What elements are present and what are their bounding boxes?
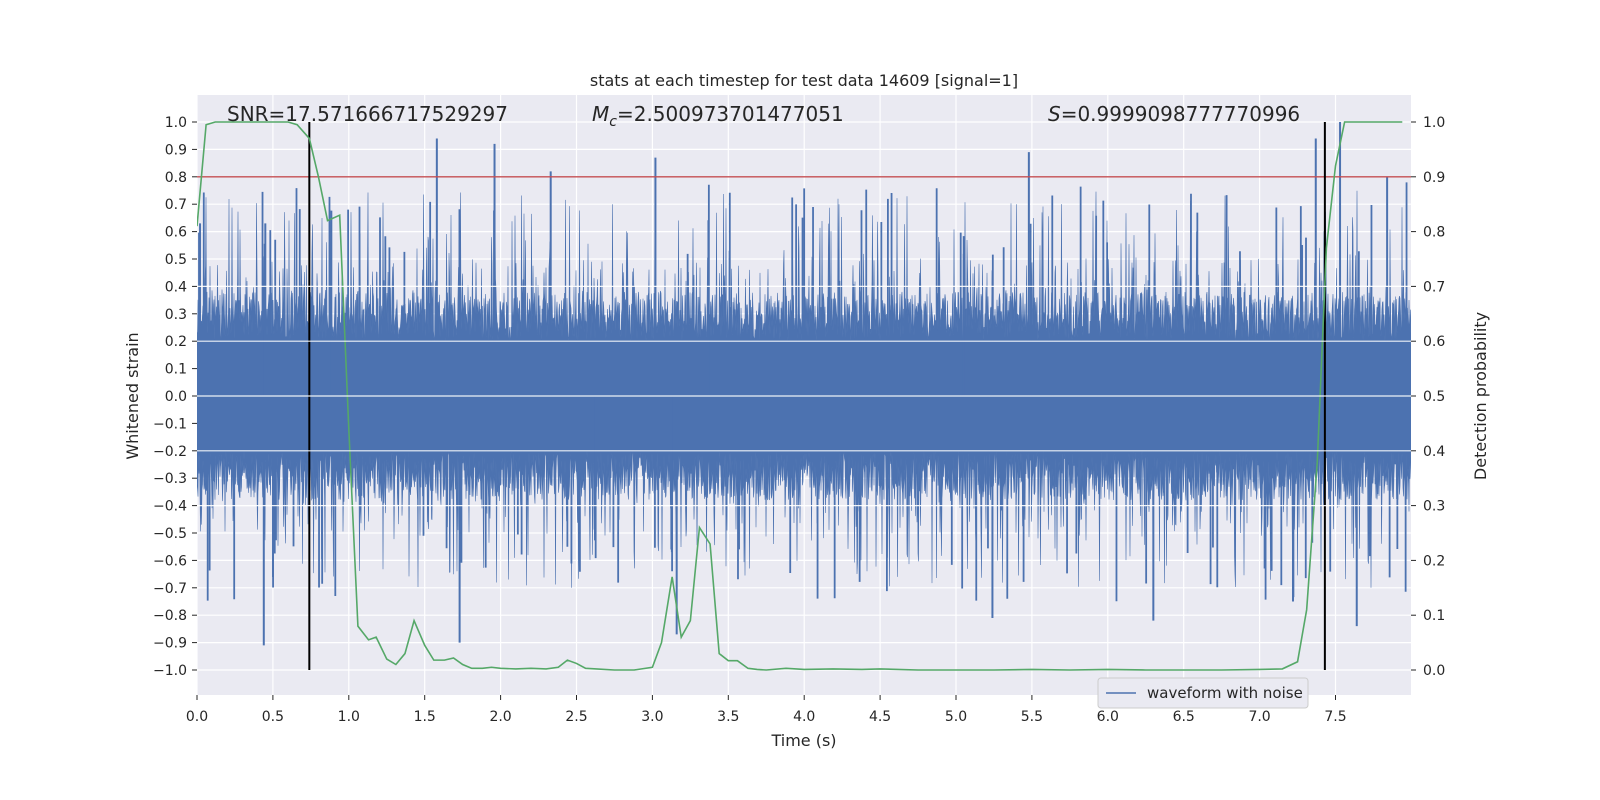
y-axis-label: Whitened strain [123, 332, 142, 459]
x-tick-label: 7.5 [1324, 709, 1346, 725]
y-tick-label: 0.0 [165, 389, 187, 405]
chart-title: stats at each timestep for test data 146… [590, 71, 1018, 90]
y-tick-label: 0.5 [165, 252, 187, 268]
x-tick-label: 2.0 [489, 709, 511, 725]
y-tick-label: −0.7 [153, 581, 187, 597]
probability-series-line [197, 121, 1403, 671]
y2-tick-label: 1.0 [1423, 115, 1445, 131]
x-tick-label: 3.0 [641, 709, 663, 725]
y2-tick-label: 0.0 [1423, 663, 1445, 679]
y2-tick-label: 0.3 [1423, 499, 1445, 515]
y2-tick-label: 0.8 [1423, 225, 1445, 241]
y-tick-label: 0.7 [165, 197, 187, 213]
y2-tick-label: 0.9 [1423, 170, 1445, 186]
x-axis-label: Time (s) [770, 731, 836, 750]
x-tick-label: 2.5 [565, 709, 587, 725]
y-tick-label: −0.1 [153, 416, 187, 432]
s-symbol: S [1048, 102, 1061, 126]
y-tick-label: −0.6 [153, 553, 187, 569]
mc-symbol: M [592, 102, 609, 126]
snr-annotation: SNR=17.571666717529297 [227, 102, 508, 126]
y-tick-label: −0.2 [153, 444, 187, 460]
y2-tick-label: 0.1 [1423, 608, 1445, 624]
y-tick-label: 0.9 [165, 142, 187, 158]
legend-label: waveform with noise [1147, 684, 1303, 702]
y-tick-label: −0.3 [153, 471, 187, 487]
x-tick-label: 0.5 [262, 709, 284, 725]
s-annotation: S=0.9999098777770996 [1048, 102, 1300, 126]
y2-tick-label: 0.7 [1423, 279, 1445, 295]
y-tick-label: 1.0 [165, 115, 187, 131]
mc-subscript: c [609, 114, 617, 130]
y-tick-label: 0.1 [165, 362, 187, 378]
y-tick-label: 0.6 [165, 225, 187, 241]
x-tick-label: 1.0 [338, 709, 360, 725]
mc-value: =2.500973701477051 [617, 102, 844, 126]
y2-tick-label: 0.6 [1423, 334, 1445, 350]
x-tick-label: 6.0 [1097, 709, 1119, 725]
y-tick-label: −0.9 [153, 636, 187, 652]
x-tick-label: 5.0 [945, 709, 967, 725]
x-tick-label: 6.5 [1173, 709, 1195, 725]
y2-tick-label: 0.5 [1423, 389, 1445, 405]
y-gridlines-overlay [197, 285, 1411, 507]
x-tick-label: 5.5 [1021, 709, 1043, 725]
y-tick-label: 0.3 [165, 307, 187, 323]
y2-tick-label: 0.2 [1423, 553, 1445, 569]
y-tick-label: −1.0 [153, 663, 187, 679]
legend: waveform with noise [1097, 677, 1309, 709]
x-tick-label: 4.5 [869, 709, 891, 725]
y2-tick-label: 0.4 [1423, 444, 1445, 460]
y-tick-label: 0.2 [165, 334, 187, 350]
legend-box [1097, 677, 1309, 709]
x-axis-ticks: 0.0 0.5 1.0 1.5 2.0 2.5 3.0 3.5 4.0 4.5 5.0 5.5 6.0 6… [186, 695, 1347, 725]
waveform-series [197, 122, 1411, 646]
x-tick-label: 0.0 [186, 709, 208, 725]
mc-annotation: Mc=2.500973701477051 [592, 102, 844, 130]
y-tick-label: −0.5 [153, 526, 187, 542]
y-axis-ticks: −1.0 −0.9 −0.8 −0.7 −0.6 −0.5 −0.4 −0.3 −0.2 −0.1… [153, 115, 197, 679]
x-tick-label: 7.0 [1248, 709, 1270, 725]
y-tick-label: 0.4 [165, 279, 187, 295]
s-value: =0.9999098777770996 [1061, 102, 1300, 126]
y-tick-label: 0.8 [165, 170, 187, 186]
y2-axis-label: Detection probability [1471, 312, 1490, 480]
x-tick-label: 4.0 [793, 709, 815, 725]
y2-axis-ticks: 0.0 0.1 0.2 0.3 0.4 0.5 0.6 0.7 0.8 0.9 1.0 [1411, 115, 1445, 679]
x-tick-label: 1.5 [414, 709, 436, 725]
y-tick-label: −0.8 [153, 608, 187, 624]
y-tick-label: −0.4 [153, 499, 187, 515]
x-tick-label: 3.5 [717, 709, 739, 725]
